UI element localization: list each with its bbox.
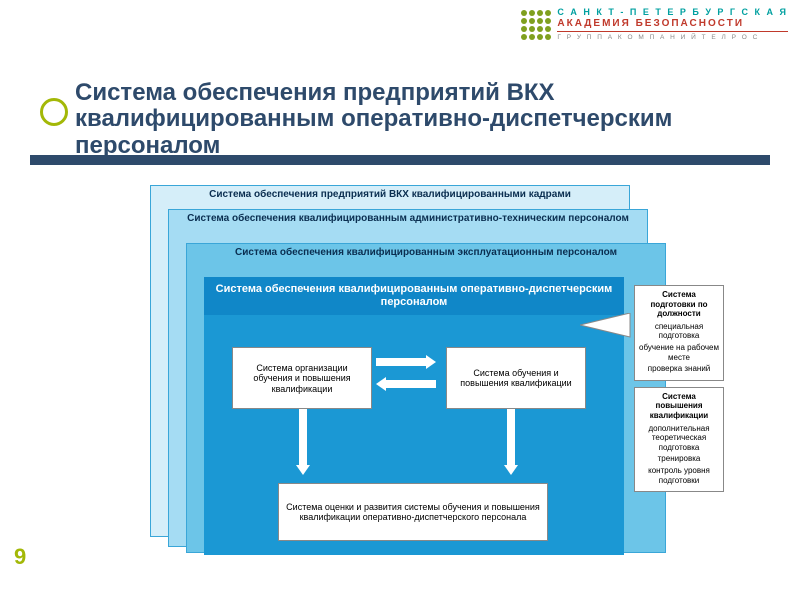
callout-pointer-icon <box>580 313 638 343</box>
title-underline <box>30 155 770 165</box>
title-bullet-icon <box>40 98 68 126</box>
main-panel: Система обеспечения квалифицированным оп… <box>204 277 624 557</box>
arrow-down-right-icon <box>504 409 518 475</box>
panel-1-header: Система обеспечения предприятий ВКХ квал… <box>151 186 629 203</box>
panel-3-header: Система обеспечения квалифицированным эк… <box>187 244 665 261</box>
box-right: Система обучения и повышения квалификаци… <box>446 347 586 409</box>
logo: С А Н К Т - П Е Т Е Р Б У Р Г С К А Я АК… <box>521 8 788 41</box>
logo-line2: АКАДЕМИЯ БЕЗОПАСНОСТИ <box>557 18 788 29</box>
sidebox-2: Система повышения квалификациидополнител… <box>634 387 724 492</box>
panel-2-header: Система обеспечения квалифицированным ад… <box>169 210 647 227</box>
diagram: Система обеспечения предприятий ВКХ квал… <box>150 185 710 565</box>
arrow-down-left-icon <box>296 409 310 475</box>
slide-title: Система обеспечения предприятий ВКХ квал… <box>75 80 765 159</box>
logo-line3: Г Р У П П А К О М П А Н И Й Т Е Л Р О С <box>557 31 788 41</box>
sidebox-1: Система подготовки по должностиспециальн… <box>634 285 724 381</box>
arrow-right-icon <box>376 355 436 369</box>
arrow-left-icon <box>376 377 436 391</box>
logo-line1: С А Н К Т - П Е Т Е Р Б У Р Г С К А Я <box>557 8 788 18</box>
side-column: Система подготовки по должностиспециальн… <box>634 285 724 498</box>
box-left: Система организации обучения и повышения… <box>232 347 372 409</box>
main-panel-header: Система обеспечения квалифицированным оп… <box>204 277 624 315</box>
box-bottom: Система оценки и развития системы обучен… <box>278 483 548 541</box>
page-number: 9 <box>14 544 26 570</box>
